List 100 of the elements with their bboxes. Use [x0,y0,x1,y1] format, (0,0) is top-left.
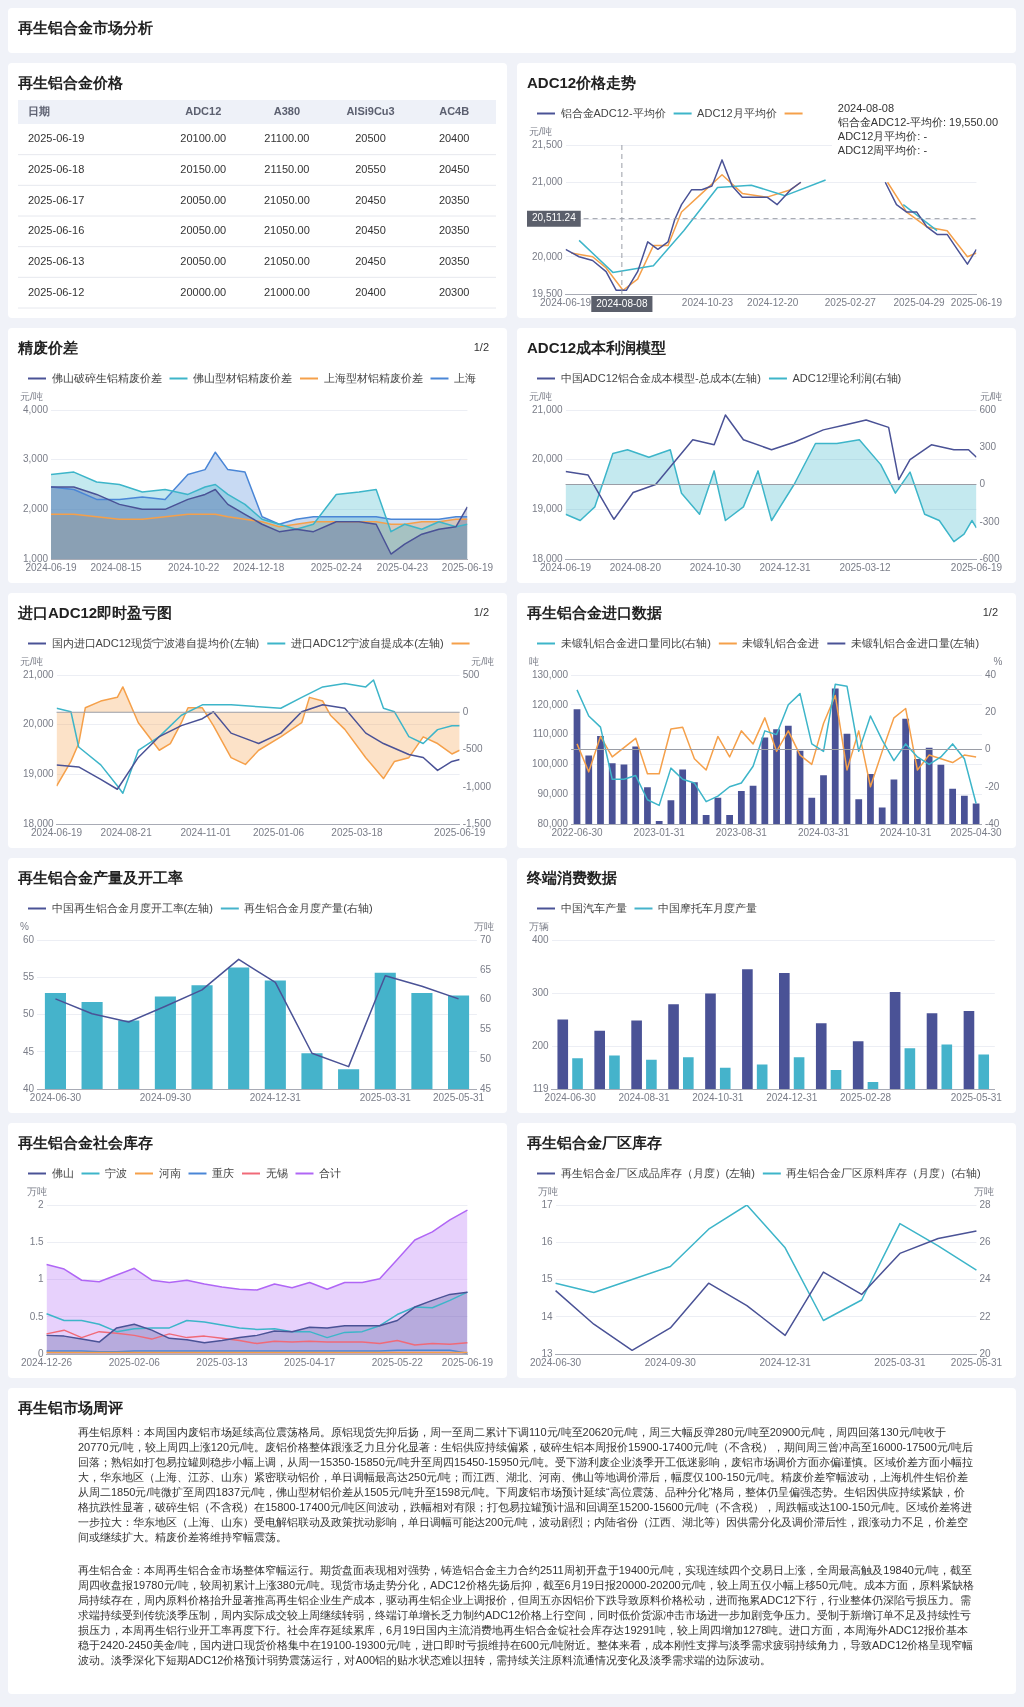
x-tick-label: 2025-06-19 [441,561,494,573]
legend-label: 上海型材铝精废价差 [323,371,423,384]
x-tick-label: 2025-06-19 [950,561,1003,573]
x-tick-label: 2024-09-30 [644,1356,697,1368]
y-axis-title: 万辆 [529,920,549,932]
data-label: 20400 [355,285,386,298]
y-tick-label: 21,000 [531,403,564,415]
chart-title: 再生铝合金社会库存 [18,1134,154,1153]
y-axis-title: 元/吨 [20,390,43,402]
data-label: 20450 [438,163,470,176]
chart-title: ADC12价格走势 [527,74,638,93]
x-tick-label: 2025-05-31 [950,1356,1003,1368]
ref-line-label: 20,511.24 [532,212,577,224]
x-tick-label: 2024-06-30 [29,1091,82,1103]
legend-label: 中国摩托车月度产量 [658,901,757,914]
ref-line-label: 2024-08-08 [596,297,648,309]
legend-label: 进口ADC12宁波自提成本(左轴) [290,636,444,649]
legend-label: 重庆 [212,1166,234,1179]
x-tick-label: 2024-10-31 [692,1091,744,1103]
x-tick-label: 2025-06-19 [950,296,1003,308]
data-label: 20450 [355,193,386,206]
x-tick-label: 2025-06-19 [441,1356,494,1368]
y2-tick-label: 65 [479,963,492,975]
y2-tick-label: 26 [979,1236,991,1247]
x-tick-label: 2025-05-31 [432,1091,485,1103]
y-tick-label: 3,000 [22,453,49,465]
x-tick-label: 2025-03-31 [874,1356,926,1368]
data-label: 20350 [438,193,470,206]
y2-axis-title: 元/吨 [471,655,494,667]
y2-tick-label: 0 [984,743,991,755]
y2-tick-label: 40 [984,668,997,680]
x-tick-label: 2024-08-20 [609,561,662,573]
data-label: 21000.00 [263,285,310,298]
y-tick-label: 16 [541,1236,554,1247]
y2-tick-label: -500 [462,743,484,755]
y-tick-label: 100,000 [531,758,569,770]
x-tick-label: 2025-03-31 [359,1091,412,1103]
legend-label: ADC12月平均价 [697,106,777,119]
x-tick-label: 2024-12-31 [759,561,812,573]
legend-label: 未锻轧铝合金进口量(左轴) [850,636,980,649]
chart-title: ADC12成本利润模型 [527,339,668,358]
y-tick-label: 19,000 [531,503,564,515]
y2-axis-title: 万吨 [474,920,494,932]
x-tick-label: 2024-08-15 [90,561,143,573]
legend-label: 合计 [319,1166,341,1179]
data-label: 20300 [438,285,470,298]
legend-label: ADC12理论利润(右轴) [792,371,902,384]
chart-title: 再生铝合金进口数据 [527,604,662,621]
x-tick-label: 2024-12-18 [233,561,285,573]
y2-tick-label: 22 [979,1310,991,1322]
x-tick-label: AlSi9Cu3 [346,105,395,118]
y2-tick-label: -20 [984,780,1000,792]
x-tick-label: 2025-05-31 [950,1091,1003,1103]
legend-label: 中国ADC12铝合金成本模型-总成本(左轴) [560,371,761,384]
y2-tick-label: 600 [979,403,997,415]
data-label: 20150.00 [180,163,227,176]
x-tick-label: 2025-04-30 [950,826,1003,838]
data-label: 21050.00 [263,224,310,237]
y-tick-label: 60 [23,933,35,945]
x-tick-label: 2024-08-31 [618,1091,671,1103]
y-tick-label: 0 [38,1347,45,1359]
data-label: 21150.00 [264,163,310,176]
y-tick-label: 400 [532,933,550,945]
y-tick-label: 20,000 [22,718,55,730]
x-tick-label: 2024-06-19 [540,561,592,573]
x-tick-label: 2024-09-30 [139,1091,192,1103]
x-tick-label: 2025-04-23 [376,561,429,573]
x-tick-label: 2024-10-31 [880,826,932,838]
legend-label: 再生铝合金月度产量(右轴) [244,901,373,914]
y-tick-label: 90,000 [537,787,569,799]
y-tick-label: 300 [532,986,550,998]
x-tick-label: 2025-04-17 [284,1356,336,1368]
y-tick-label: 21,000 [531,176,564,187]
x-tick-label: 2025-03-18 [331,826,383,838]
y2-tick-label: 20 [979,1347,991,1359]
text: 1/2 [473,605,489,619]
data-label: 20550 [355,163,386,176]
x-tick-label: A380 [273,105,301,118]
legend-label: 佛山破碎生铝精废价差 [51,371,162,384]
text: 2024-08-08 [837,101,896,115]
y-tick-label: 130,000 [531,668,569,680]
y-tick-label: 18,000 [531,552,564,564]
x-tick-label: 2024-12-26 [21,1356,73,1368]
x-tick-label: 2024-12-31 [766,1091,818,1103]
data-label: 20050.00 [180,224,227,237]
y-tick-label: 4,000 [22,403,49,415]
y-tick-label: 1.5 [29,1236,45,1247]
legend-label: 宁波 [105,1166,127,1179]
text: 再生铝合金市场分析 [18,19,154,38]
y-tick-label: 120,000 [531,698,569,710]
x-tick-label: 2025-01-06 [252,826,305,838]
data-label: 20000.00 [180,285,227,298]
legend-label: 佛山型材铝精废价差 [193,371,292,384]
y2-tick-label: 20 [984,706,997,717]
y-axis-title: 吨 [529,655,539,667]
y-axis-title: 万吨 [26,1185,47,1197]
y-tick-label: 45 [23,1045,35,1057]
x-tick-label: 2024-10-23 [681,296,734,308]
y2-tick-label: 55 [479,1023,492,1035]
y2-tick-label: -600 [979,552,1000,564]
